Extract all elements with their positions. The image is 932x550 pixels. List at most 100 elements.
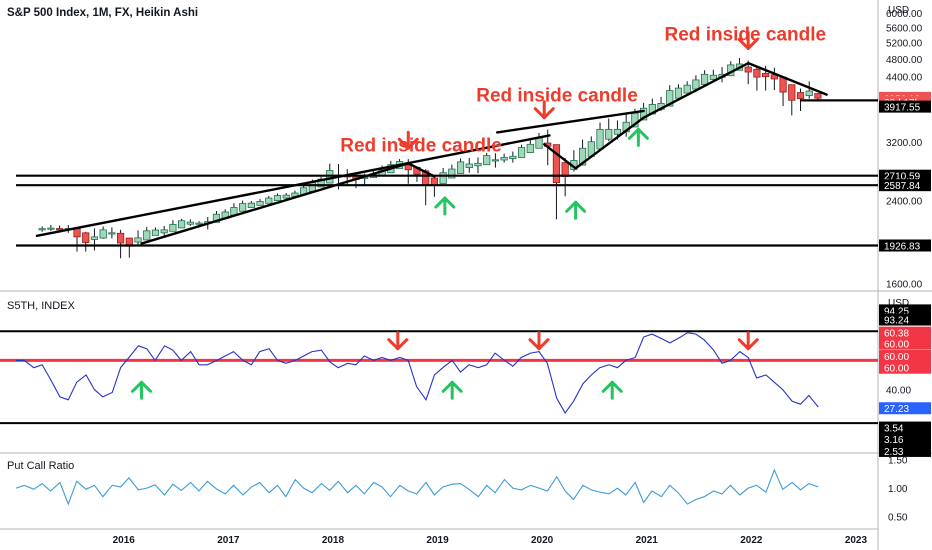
candle[interactable] — [814, 93, 822, 99]
candle[interactable] — [82, 232, 90, 243]
s5th-panel[interactable] — [0, 330, 878, 425]
candle[interactable] — [47, 227, 55, 230]
candle[interactable] — [701, 73, 709, 85]
candle[interactable] — [692, 79, 700, 90]
candle[interactable] — [788, 84, 796, 101]
s5th-price-label-bg — [879, 421, 931, 434]
price-label: 3917.55 — [884, 103, 921, 114]
candle[interactable] — [535, 137, 543, 149]
candle[interactable] — [456, 161, 465, 174]
candle[interactable] — [178, 220, 186, 229]
candle[interactable] — [439, 172, 447, 184]
candle[interactable] — [448, 168, 456, 179]
candle[interactable] — [709, 74, 717, 80]
price-axis-currency: USD — [888, 5, 909, 16]
put-call-tick-label: 1.50 — [888, 456, 908, 467]
candle[interactable] — [90, 236, 99, 240]
candle[interactable] — [762, 72, 770, 78]
candle[interactable] — [256, 201, 264, 206]
candle[interactable] — [186, 221, 194, 225]
trendline[interactable] — [407, 162, 436, 178]
candle[interactable] — [143, 230, 151, 241]
candle[interactable] — [779, 76, 787, 93]
trendline[interactable] — [747, 61, 828, 96]
time-axis: 2016 2017 2018 2019 2020 2021 2022 2023 — [113, 535, 868, 546]
candle[interactable] — [108, 232, 116, 235]
arrow-down-icon — [533, 107, 555, 120]
candle[interactable] — [526, 143, 534, 153]
trendline[interactable] — [574, 116, 645, 170]
price-axis: USD 6000.00 5600.00 5200.00 4800.00 4400.00 3… — [879, 5, 931, 291]
candle[interactable] — [282, 194, 290, 199]
s5th-price-label-bg — [879, 350, 931, 363]
arrow-up-icon — [601, 380, 623, 393]
candle[interactable] — [605, 128, 613, 140]
candle[interactable] — [483, 155, 491, 166]
price-tick-label: 1600.00 — [886, 280, 923, 291]
candle[interactable] — [640, 107, 648, 121]
candle[interactable] — [561, 162, 569, 177]
s5th-price-label: 60.00 — [884, 364, 909, 375]
candle[interactable] — [134, 237, 142, 243]
time-tick-label: 2020 — [531, 535, 554, 546]
candle[interactable] — [552, 144, 561, 184]
candle[interactable] — [753, 68, 761, 78]
candle[interactable] — [38, 228, 46, 231]
price-panel[interactable]: Red inside candle Red inside candle Red in… — [16, 25, 878, 259]
candle[interactable] — [99, 229, 107, 239]
put-call-series-line[interactable] — [15, 468, 819, 506]
candle[interactable] — [500, 156, 508, 161]
candle[interactable] — [517, 147, 526, 158]
put-call-panel[interactable] — [15, 468, 819, 506]
candle[interactable] — [674, 87, 683, 99]
s5th-series-line[interactable] — [16, 332, 819, 414]
candle[interactable] — [596, 128, 604, 150]
candle[interactable] — [73, 228, 81, 238]
candle[interactable] — [247, 202, 255, 208]
candle[interactable] — [151, 229, 160, 236]
put-call-tick-label: 1.00 — [888, 484, 908, 495]
candle[interactable] — [55, 228, 64, 231]
arrow-up-icon — [131, 380, 153, 393]
candle[interactable] — [666, 90, 674, 107]
arrow-down-icon — [737, 338, 759, 351]
candle[interactable] — [160, 229, 168, 234]
s5th-price-label: 60.00 — [884, 352, 909, 363]
s5th-price-label: 3.54 — [884, 424, 904, 435]
candle[interactable] — [169, 224, 177, 232]
candle[interactable] — [578, 147, 587, 166]
candle[interactable] — [117, 232, 125, 244]
s5th-price-label: 3.16 — [884, 435, 904, 446]
s5th-title: S5TH, INDEX — [7, 300, 76, 312]
price-label: 1926.83 — [884, 241, 921, 252]
price-chart-title: S&P 500 Index, 1M, FX, Heikin Ashi — [7, 7, 198, 19]
candle[interactable] — [683, 84, 691, 94]
candle[interactable] — [273, 195, 282, 201]
candle[interactable] — [491, 159, 500, 162]
trendline[interactable] — [495, 109, 645, 134]
candle[interactable] — [474, 162, 482, 167]
candle[interactable] — [465, 163, 473, 169]
candle[interactable] — [308, 182, 316, 192]
candle[interactable] — [265, 197, 273, 204]
trendline[interactable] — [642, 61, 750, 119]
price-label-bg — [879, 179, 931, 192]
candle[interactable] — [805, 90, 813, 97]
trendline[interactable] — [543, 143, 577, 170]
annotation-text: Red inside candle — [476, 85, 638, 106]
s5th-price-label-bg — [879, 433, 931, 446]
candle[interactable] — [796, 92, 805, 100]
candle[interactable] — [212, 213, 221, 223]
candle[interactable] — [404, 164, 412, 171]
candle[interactable] — [509, 155, 517, 160]
arrow-up-icon — [434, 196, 456, 209]
candle[interactable] — [613, 128, 622, 135]
candle[interactable] — [430, 177, 439, 186]
price-tick-label: 4400.00 — [886, 73, 923, 84]
s5th-price-label: 94.25 — [884, 306, 909, 317]
candle[interactable] — [744, 66, 752, 73]
candle[interactable] — [195, 222, 203, 225]
candle[interactable] — [239, 203, 247, 212]
